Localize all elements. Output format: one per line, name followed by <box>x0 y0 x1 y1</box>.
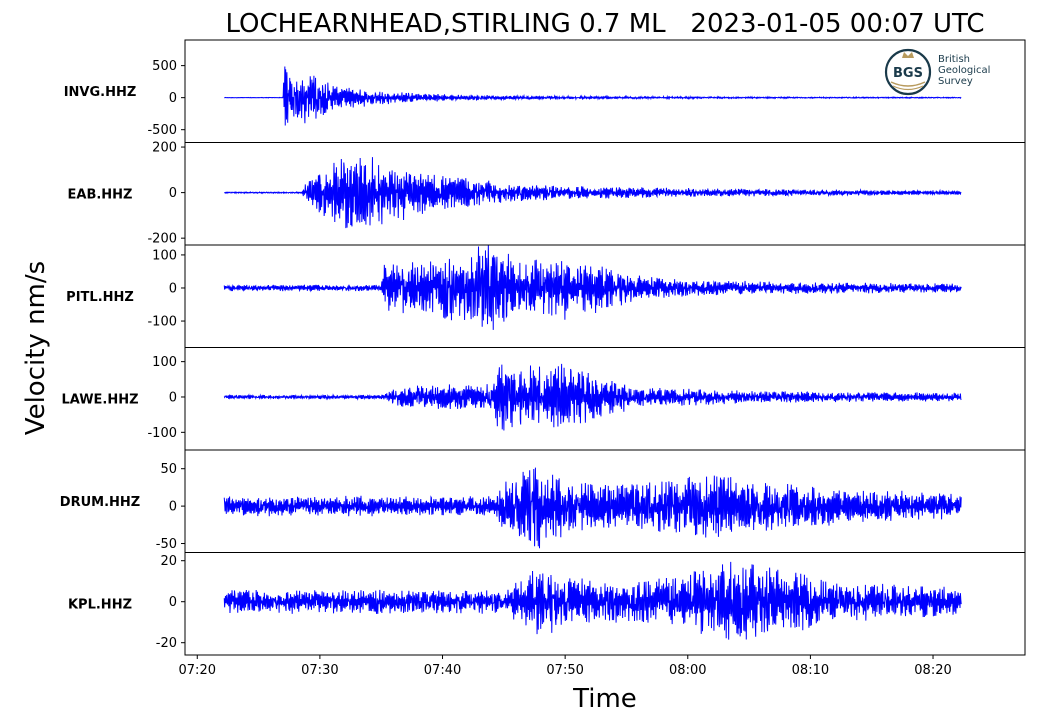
y-tick-label: 100 <box>152 248 177 263</box>
x-tick-label: 08:00 <box>669 663 706 678</box>
panel-invg-hhz: 500 0 -500 INVG.HHZ BGS BritishGeologicalSurv… <box>64 39 1026 143</box>
panels-group: 5000-500INVG.HHZBGSBritishGeologicalSurv… <box>60 39 1026 656</box>
y-tick-label: 200 <box>152 141 177 156</box>
y-tick-label: -20 <box>156 636 177 651</box>
panel-drum-hhz: 50 0 -50 DRUM.HHZ <box>60 449 1026 553</box>
y-tick-label: 0 <box>169 186 177 201</box>
bgs-logo-text: Survey <box>938 76 973 87</box>
x-tick-label: 07:20 <box>179 663 216 678</box>
waveform-trace <box>223 363 962 431</box>
y-tick-label: 500 <box>152 59 177 74</box>
x-tick-label: 07:50 <box>546 663 583 678</box>
panel-lawe-hhz: 100 0 -100 LAWE.HHZ <box>61 347 1026 451</box>
station-label: LAWE.HHZ <box>61 392 138 407</box>
panel-kpl-hhz: 20 0 -20 KPL.HHZ <box>68 552 1026 656</box>
x-axis-label: Time <box>572 684 637 714</box>
y-tick-label: 20 <box>160 554 177 569</box>
y-axis-label: Velocity nm/s <box>21 261 51 435</box>
waveform-trace <box>223 467 962 549</box>
y-tick-label: -500 <box>147 123 177 138</box>
x-tick-label: 07:30 <box>301 663 338 678</box>
station-label: KPL.HHZ <box>68 597 132 612</box>
x-tick-label: 08:10 <box>792 663 829 678</box>
station-label: PITL.HHZ <box>66 290 134 305</box>
panel-eab-hhz: 200 0 -200 EAB.HHZ <box>68 141 1026 247</box>
bgs-logo-text: British <box>938 54 970 65</box>
y-tick-label: -100 <box>147 315 177 330</box>
chart-title: LOCHEARNHEAD,STIRLING 0.7 ML 2023-01-05 … <box>225 9 984 39</box>
x-tick-label: 08:20 <box>914 663 951 678</box>
panel-frame <box>184 244 1026 348</box>
y-tick-label: 100 <box>152 355 177 370</box>
y-tick-label: 50 <box>160 462 177 477</box>
station-label: INVG.HHZ <box>64 85 137 100</box>
waveform-trace <box>223 561 962 640</box>
x-tick-label: 07:40 <box>424 663 461 678</box>
waveform-trace <box>224 66 962 126</box>
y-tick-label: 0 <box>169 91 177 106</box>
panel-frame <box>184 552 1026 656</box>
waveform-trace <box>223 157 962 229</box>
station-label: EAB.HHZ <box>68 187 133 202</box>
y-tick-label: 0 <box>169 595 177 610</box>
station-label: DRUM.HHZ <box>60 495 140 510</box>
y-tick-label: 0 <box>169 390 177 405</box>
y-tick-label: -50 <box>156 537 177 552</box>
bgs-logo-initials: BGS <box>893 66 923 81</box>
y-tick-label: 0 <box>169 281 177 296</box>
y-tick-label: -200 <box>147 232 177 247</box>
waveform-trace <box>223 244 962 330</box>
y-tick-label: 0 <box>169 500 177 515</box>
y-tick-label: -100 <box>147 426 177 441</box>
bgs-logo-text: Geological <box>938 65 990 76</box>
x-axis: 07:20 07:30 07:40 07:50 08:00 08:10 08:20 <box>179 655 952 678</box>
panel-pitl-hhz: 100 0 -100 PITL.HHZ <box>66 244 1026 348</box>
